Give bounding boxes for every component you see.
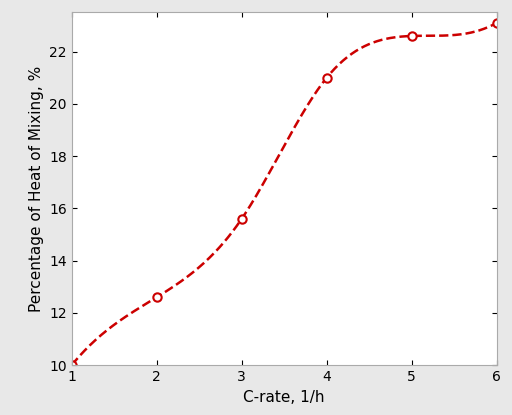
Y-axis label: Percentage of Heat of Mixing, %: Percentage of Heat of Mixing, % <box>29 66 44 312</box>
X-axis label: C-rate, 1/h: C-rate, 1/h <box>243 390 325 405</box>
